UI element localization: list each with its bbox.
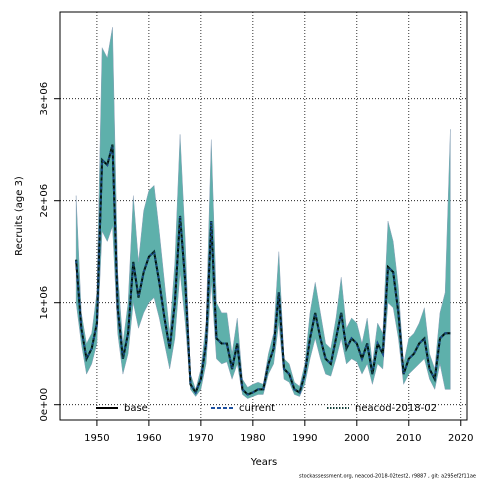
y-tick-label: 3e+06 [39, 82, 50, 116]
y-axis-label: Recruits (age 3) [14, 176, 25, 256]
x-tick-label: 2010 [396, 433, 421, 444]
x-tick-label: 2020 [448, 433, 473, 444]
series-line [75, 144, 451, 396]
x-tick-label: 1980 [240, 433, 265, 444]
footnote: stockassessment.org, neacod-2018-02test2… [299, 474, 476, 480]
legend-label: current [239, 403, 275, 414]
x-tick-label: 1970 [188, 433, 213, 444]
x-tick-label: 1960 [136, 433, 161, 444]
y-tick-label: 0e+00 [39, 388, 50, 422]
x-tick-label: 1950 [84, 433, 109, 444]
x-tick-label: 2000 [344, 433, 369, 444]
y-tick-label: 1e+06 [39, 286, 50, 320]
x-axis-label: Years [250, 457, 277, 468]
legend-label: neacod-2018-02 [355, 403, 437, 414]
plot-frame [59, 11, 468, 421]
legend-label: base [124, 403, 148, 414]
y-tick-label: 2e+06 [39, 184, 50, 218]
x-tick-label: 1990 [292, 433, 317, 444]
confidence-band [75, 27, 451, 399]
